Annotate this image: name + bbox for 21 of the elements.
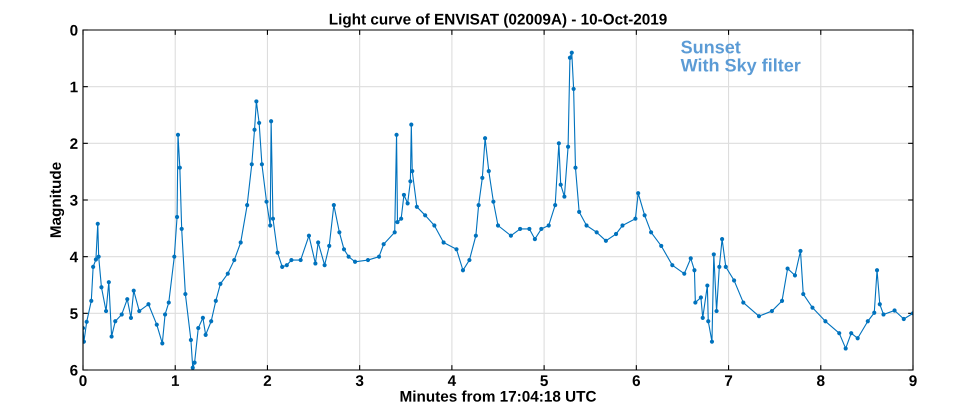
annotation: Sunset With Sky filter — [680, 40, 801, 76]
y-tick-label: 1 — [70, 82, 78, 92]
chart-title: Light curve of ENVISAT (02009A) - 10-Oct-2019 — [330, 13, 667, 28]
y-tick-label: 4 — [70, 252, 78, 262]
y-tick-label: 0 — [70, 24, 78, 36]
y-tick-label: 6 — [70, 364, 78, 376]
x-tick-label: 7 — [724, 375, 732, 386]
x-tick-label: 3 — [356, 375, 364, 386]
x-tick-label: 1 — [172, 375, 180, 386]
x-tick-label: 0 — [79, 375, 87, 386]
y-tick-label: 2 — [70, 138, 78, 149]
x-tick-label: 5 — [540, 375, 548, 386]
x-axis-title: Minutes from 17:04:18 UTC — [400, 390, 596, 402]
y-axis-title: Magnitude — [50, 162, 64, 238]
y-tick-label: 3 — [70, 194, 78, 206]
x-tick-label: 9 — [909, 375, 917, 386]
y-tick-label: 5 — [70, 308, 78, 320]
x-tick-label: 2 — [264, 375, 272, 386]
x-tick-label: 4 — [448, 375, 456, 386]
x-tick-label: 8 — [817, 375, 825, 386]
x-tick-label: 6 — [632, 375, 640, 386]
